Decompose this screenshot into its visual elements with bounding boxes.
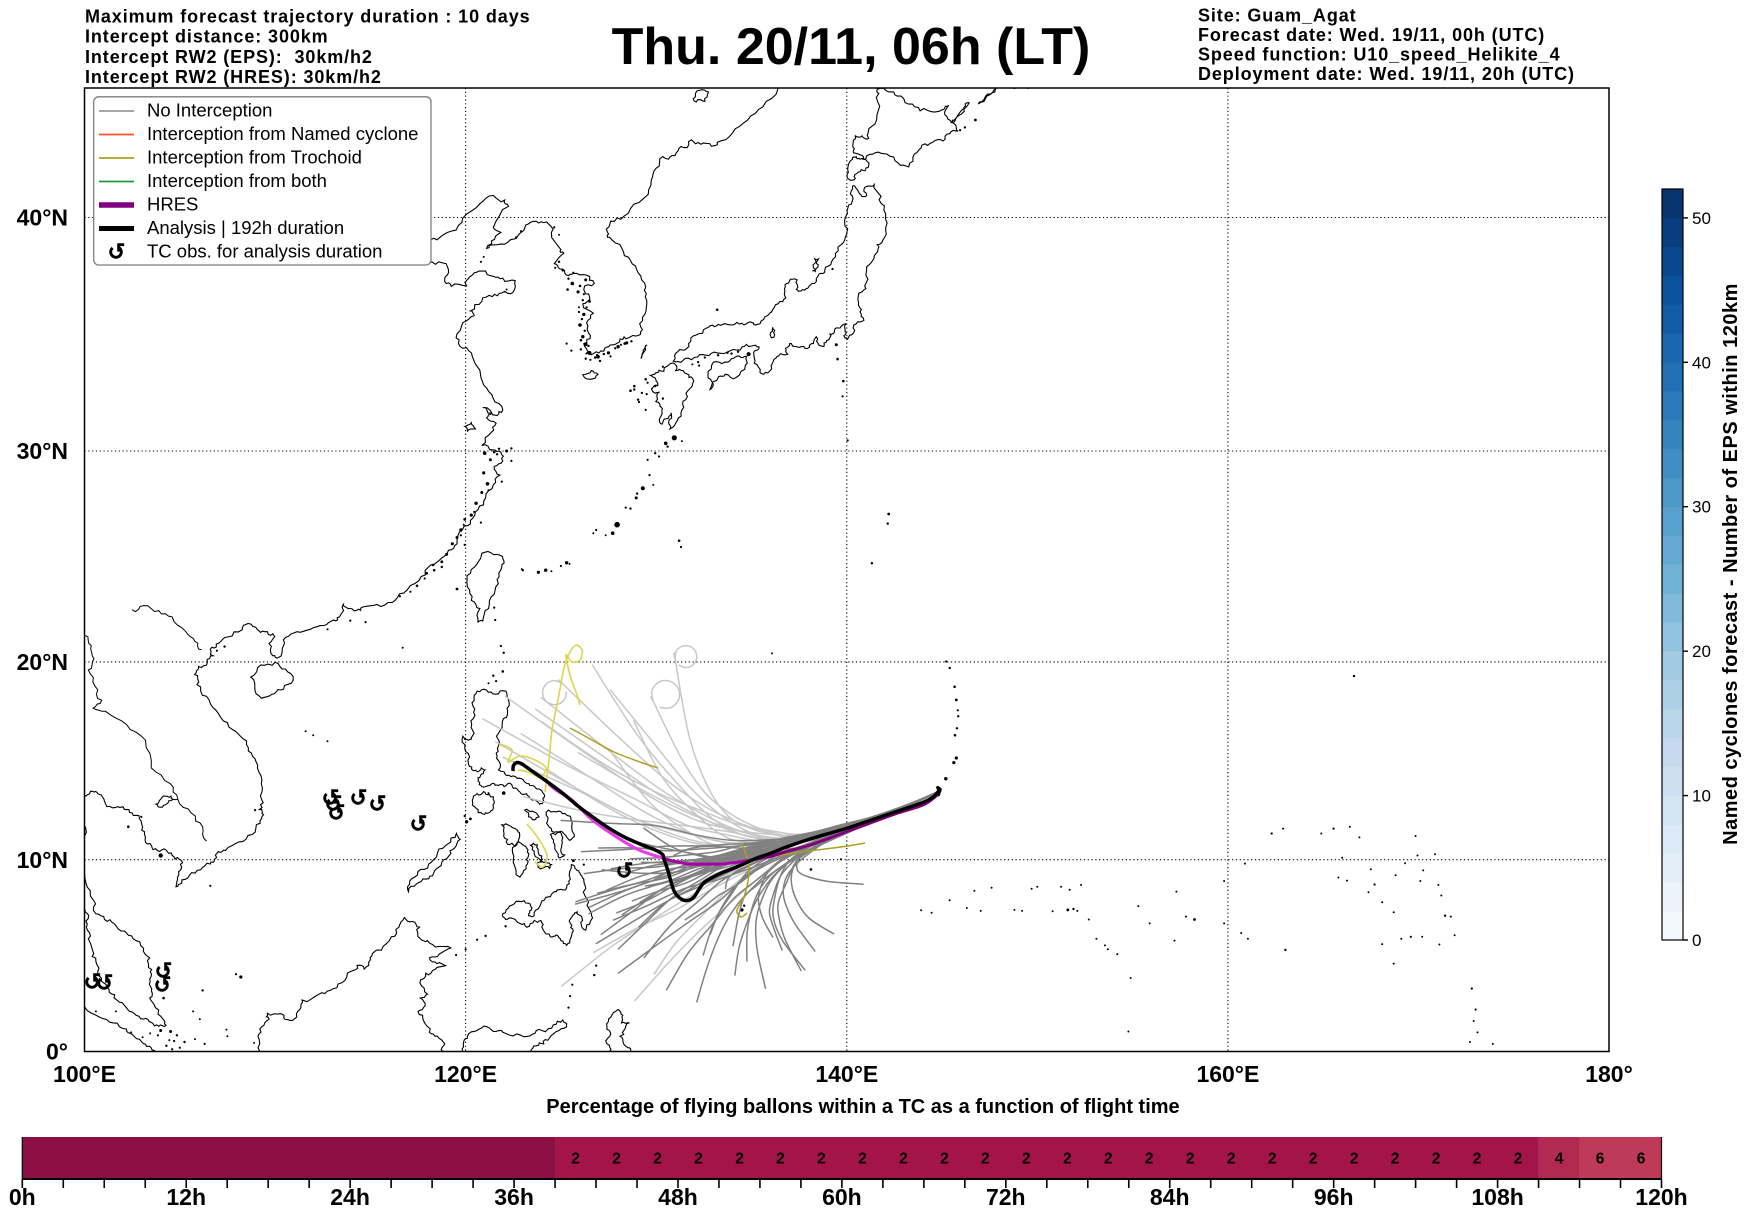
svg-text:Intercept distance: 300km: Intercept distance: 300km: [85, 27, 329, 47]
svg-text:Percentage of flying ballons w: Percentage of flying ballons within a TC…: [546, 1096, 1179, 1118]
svg-text:Intercept RW2 (HRES): 30km/h2: Intercept RW2 (HRES): 30km/h2: [85, 67, 382, 87]
svg-text:Interception from both: Interception from both: [147, 170, 327, 191]
svg-text:2: 2: [735, 1151, 744, 1168]
svg-text:Named cyclones forecast - Numb: Named cyclones forecast - Number of EPS …: [1720, 283, 1742, 845]
svg-text:2: 2: [1391, 1151, 1400, 1168]
svg-text:Site: Guam_Agat: Site: Guam_Agat: [1198, 5, 1357, 25]
svg-text:120°E: 120°E: [434, 1061, 497, 1087]
svg-text:40°N: 40°N: [17, 205, 68, 231]
svg-text:180°: 180°: [1585, 1061, 1633, 1087]
svg-text:2: 2: [1022, 1151, 1031, 1168]
svg-text:2: 2: [940, 1151, 949, 1168]
svg-text:20°N: 20°N: [17, 649, 68, 675]
svg-text:2: 2: [653, 1151, 662, 1168]
svg-text:2: 2: [1432, 1151, 1441, 1168]
svg-text:Forecast date: Wed. 19/11, 00h: Forecast date: Wed. 19/11, 00h (UTC): [1198, 25, 1545, 45]
svg-text:Speed function: U10_speed_Heli: Speed function: U10_speed_Helikite_4: [1198, 44, 1561, 64]
svg-text:2: 2: [1350, 1151, 1359, 1168]
svg-text:2: 2: [694, 1151, 703, 1168]
svg-text:2: 2: [1063, 1151, 1072, 1168]
svg-text:120h: 120h: [1635, 1184, 1687, 1210]
svg-text:100°E: 100°E: [53, 1061, 116, 1087]
svg-text:No Interception: No Interception: [147, 100, 272, 121]
svg-text:2: 2: [776, 1151, 785, 1168]
svg-text:4: 4: [1555, 1151, 1564, 1168]
svg-text:20: 20: [1692, 642, 1711, 661]
svg-text:2: 2: [817, 1151, 826, 1168]
svg-text:2: 2: [1514, 1151, 1523, 1168]
svg-text:40: 40: [1692, 353, 1711, 372]
svg-text:Intercept RW2 (EPS): 30km/h2: Intercept RW2 (EPS): 30km/h2: [85, 47, 373, 67]
svg-text:Thu. 20/11, 06h (LT): Thu. 20/11, 06h (LT): [612, 18, 1091, 76]
svg-text:Interception from Named cyclon: Interception from Named cyclone: [147, 123, 418, 144]
svg-text:30: 30: [1692, 498, 1711, 517]
svg-text:48h: 48h: [658, 1184, 698, 1210]
svg-text:2: 2: [1473, 1151, 1482, 1168]
svg-text:Analysis | 192h duration: Analysis | 192h duration: [147, 217, 344, 238]
svg-text:2: 2: [1186, 1151, 1195, 1168]
svg-text:6: 6: [1596, 1151, 1605, 1168]
svg-text:6: 6: [1637, 1151, 1646, 1168]
svg-text:2: 2: [1145, 1151, 1154, 1168]
svg-text:60h: 60h: [822, 1184, 862, 1210]
svg-text:2: 2: [899, 1151, 908, 1168]
svg-text:2: 2: [1268, 1151, 1277, 1168]
svg-text:140°E: 140°E: [815, 1061, 878, 1087]
svg-text:96h: 96h: [1314, 1184, 1354, 1210]
svg-text:HRES: HRES: [147, 194, 198, 215]
svg-text:160°E: 160°E: [1196, 1061, 1259, 1087]
svg-text:72h: 72h: [986, 1184, 1026, 1210]
svg-text:30°N: 30°N: [17, 438, 68, 464]
svg-text:Maximum forecast trajectory du: Maximum forecast trajectory duration : 1…: [85, 7, 531, 27]
svg-text:2: 2: [858, 1151, 867, 1168]
svg-text:0: 0: [1692, 931, 1701, 950]
svg-text:2: 2: [1227, 1151, 1236, 1168]
svg-text:2: 2: [571, 1151, 580, 1168]
svg-text:0h: 0h: [9, 1184, 36, 1210]
svg-text:12h: 12h: [166, 1184, 206, 1210]
svg-text:10°N: 10°N: [17, 847, 68, 873]
svg-text:2: 2: [1309, 1151, 1318, 1168]
svg-text:2: 2: [981, 1151, 990, 1168]
svg-text:36h: 36h: [494, 1184, 534, 1210]
svg-text:108h: 108h: [1471, 1184, 1523, 1210]
svg-text:10: 10: [1692, 787, 1711, 806]
svg-text:Interception from Trochoid: Interception from Trochoid: [147, 147, 362, 168]
svg-text:0°: 0°: [46, 1039, 68, 1065]
svg-text:24h: 24h: [330, 1184, 370, 1210]
svg-text:2: 2: [1104, 1151, 1113, 1168]
svg-text:TC obs. for analysis duration: TC obs. for analysis duration: [147, 241, 382, 262]
svg-text:2: 2: [612, 1151, 621, 1168]
svg-text:84h: 84h: [1150, 1184, 1190, 1210]
svg-text:Deployment date: Wed. 19/11, 2: Deployment date: Wed. 19/11, 20h (UTC): [1198, 64, 1575, 84]
svg-text:50: 50: [1692, 209, 1711, 228]
